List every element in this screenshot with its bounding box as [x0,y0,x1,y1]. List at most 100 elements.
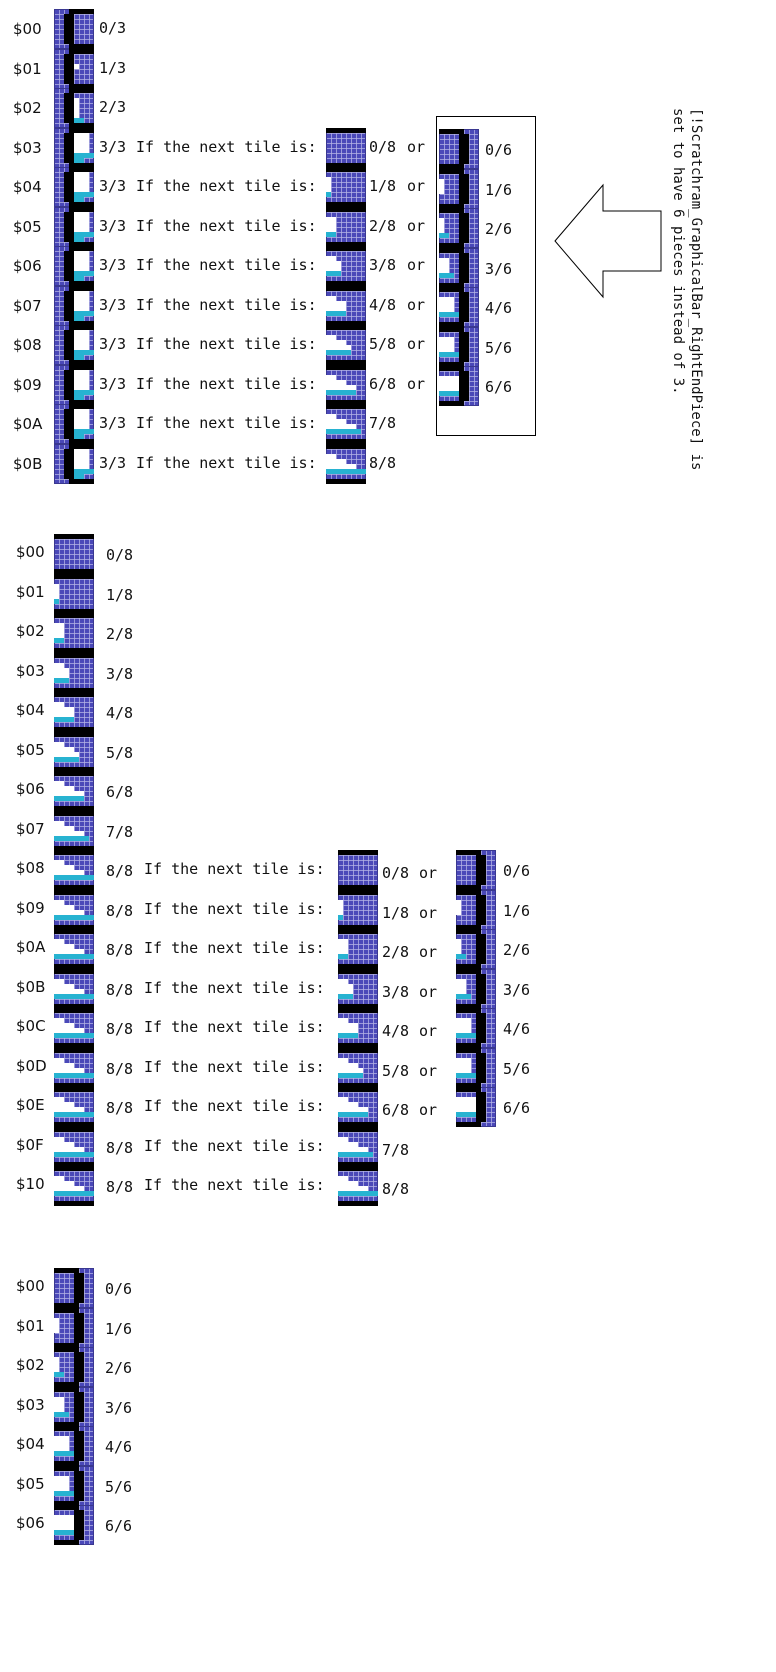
alt-right-end-box [436,116,536,436]
right-end-tile [439,247,479,288]
next-fraction: 0/8 [382,864,410,882]
list-item: 4/6 [0,287,530,329]
condition-text: If the next tile is: [144,1097,325,1115]
condition-text: If the next tile is: [136,453,317,472]
or-text: or [407,335,426,353]
next-fraction: 3/8 [369,256,397,274]
tile-index: $10 [16,1175,45,1193]
condition-text: If the next tile is: [136,216,317,235]
tile-fraction: 0/8 [106,546,134,564]
list-item: 5/6 [0,326,530,369]
alt-fraction: 4/6 [503,1020,531,1038]
or-text: or [419,864,438,882]
table-row: $0B 8/8 If the next tile is: 3/8 or 3/6 [0,968,560,1011]
middle-tile [54,929,94,969]
tile-index: $0C [16,1017,46,1035]
next-fraction: 4/8 [369,295,397,314]
table-row: $01 1/6 [0,1307,200,1350]
or-text: or [407,374,426,393]
table-row: $0D 8/8 If the next tile is: 5/8 or 5/6 [0,1047,560,1090]
left-end-tile [54,364,94,405]
tile-fraction: 7/8 [106,822,134,841]
next-middle-tile [338,1087,378,1127]
middle-tile [54,573,94,614]
tile-fraction: 8/8 [106,1059,134,1078]
tile-fraction: 2/8 [106,625,134,643]
or-text: or [419,943,438,961]
table-row: $04 4/6 [0,1426,200,1468]
left-end-tile [54,127,94,168]
next-fraction: 8/8 [369,453,397,472]
next-middle-tile [326,325,366,365]
list-item: 6/6 [0,366,530,408]
table-row: $04 3/3 If the next tile is: 1/8 or [0,167,430,209]
next-fraction: 5/8 [382,1061,410,1080]
next-middle-tile [326,443,366,484]
right-end-tile [439,326,479,367]
next-fraction: 6/8 [369,374,397,393]
tile-index: $0B [13,454,43,473]
condition-text: If the next tile is: [136,177,317,195]
alt-fraction: 3/6 [503,980,531,999]
tile-fraction: 5/6 [105,1477,133,1496]
table-row: $08 3/3 If the next tile is: 5/8 or [0,325,430,367]
tile-fraction: 8/8 [106,1138,134,1157]
tile-index: $02 [16,622,45,640]
tile-index: $03 [16,661,45,680]
middle-tile [54,850,94,890]
next-fraction: 6/8 [382,1101,410,1119]
tile-fraction: 3/3 [99,256,127,274]
or-text: or [419,1101,438,1119]
right-end-tile [54,1426,94,1466]
or-text: or [407,216,426,235]
tile-fraction: 3/3 [99,374,127,393]
table-row: $0A 3/3 If the next tile is: 7/8 [0,404,430,446]
tile-index: $00 [16,1277,45,1295]
tile-index: $02 [13,99,42,117]
right-end-tile [54,1386,94,1427]
tile-fraction: 5/8 [106,743,134,762]
tile-fraction: 8/8 [106,1099,134,1117]
tile-fraction: 2/3 [99,98,127,116]
or-text: or [407,295,426,314]
table-row: $10 8/8 If the next tile is: 8/8 [0,1166,560,1208]
right-end-tile [456,929,496,969]
left-end-tile [54,325,94,365]
left-end-tile [54,9,94,49]
left-end-tile [54,285,94,326]
table-row: $09 3/3 If the next tile is: 6/8 or [0,364,430,407]
condition-text: If the next tile is: [136,256,317,274]
next-fraction: 0/8 [369,137,397,156]
tile-index: $05 [16,1474,45,1493]
or-text: or [419,1061,438,1080]
tile-index: $06 [13,257,42,275]
tile-fraction: 2/6 [105,1359,133,1377]
list-item: 2/6 [0,208,530,250]
piece-fraction: 3/6 [485,259,513,278]
tile-fraction: 8/8 [106,1178,134,1196]
next-fraction: 7/8 [369,414,397,432]
table-row: $00 0/3 [0,9,430,51]
right-end-tile [54,1505,94,1545]
tile-fraction: 0/6 [105,1280,133,1298]
condition-text: If the next tile is: [136,295,317,314]
condition-text: If the next tile is: [144,860,325,878]
tile-index: $08 [13,336,42,354]
middle-tile [54,652,94,693]
or-text: or [407,177,426,195]
middle-tile [54,968,94,1009]
tile-fraction: 3/3 [99,177,127,195]
tile-index: $0A [13,415,43,433]
right-end-tile [456,968,496,1009]
next-middle-tile [326,285,366,326]
condition-text: If the next tile is: [144,1136,325,1155]
or-text: or [407,256,426,274]
alt-fraction: 0/6 [503,862,531,880]
tile-fraction: 3/3 [99,453,127,472]
tile-fraction: 1/3 [99,58,127,77]
tile-index: $0D [16,1056,47,1075]
table-row: $04 4/8 [0,692,560,734]
next-middle-tile [338,1047,378,1088]
or-text: or [419,982,438,1001]
table-row: $03 3/3 If the next tile is: 0/8 or [0,127,430,170]
